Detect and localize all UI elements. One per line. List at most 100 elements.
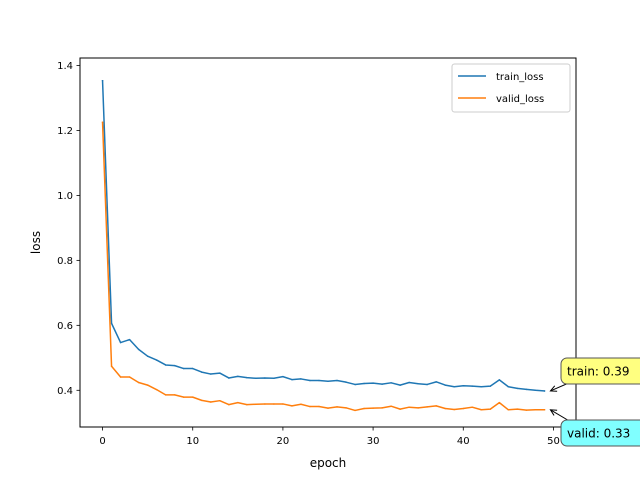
data-point-train_loss: [146, 355, 149, 357]
series-line-train_loss: [101, 79, 546, 392]
x-tick-label: 40: [457, 436, 470, 447]
data-point-valid_loss: [282, 403, 284, 405]
data-point-valid_loss: [146, 384, 149, 386]
data-point-valid_loss: [155, 388, 158, 391]
data-point-valid_loss: [291, 405, 293, 407]
data-point-valid_loss: [381, 407, 383, 409]
data-point-valid_loss: [173, 394, 176, 396]
data-point-train_loss: [489, 385, 492, 387]
data-point-train_loss: [336, 379, 338, 382]
data-point-valid_loss: [489, 408, 492, 410]
data-point-train_loss: [471, 385, 474, 387]
data-point-train_loss: [327, 380, 329, 382]
data-point-valid_loss: [164, 394, 167, 396]
data-point-valid_loss: [300, 403, 302, 406]
data-point-valid_loss: [246, 403, 248, 406]
y-tick-label: 0.8: [57, 256, 73, 267]
data-point-valid_loss: [444, 407, 446, 410]
data-point-train_loss: [498, 379, 501, 381]
data-point-valid_loss: [191, 396, 194, 398]
data-point-valid_loss: [273, 403, 275, 405]
data-point-valid_loss: [435, 405, 437, 407]
data-point-train_loss: [453, 385, 455, 388]
data-point-train_loss: [119, 341, 122, 344]
x-tick-label: 50: [547, 436, 560, 447]
data-point-valid_loss: [480, 409, 483, 411]
data-point-train_loss: [435, 381, 437, 383]
data-point-train_loss: [309, 379, 311, 382]
legend: train_loss valid_loss: [451, 63, 571, 113]
data-point-train_loss: [128, 338, 131, 341]
data-point-train_loss: [408, 381, 410, 384]
data-point-train_loss: [201, 371, 203, 373]
data-point-valid_loss: [309, 405, 311, 408]
data-point-valid_loss: [498, 401, 501, 404]
data-point-train_loss: [273, 377, 275, 380]
data-point-valid_loss: [462, 407, 465, 410]
annotation-box-valid_loss: [560, 419, 640, 447]
data-point-valid_loss: [228, 403, 230, 406]
annotation-arrowhead: [549, 385, 558, 392]
data-point-train_loss: [173, 364, 176, 367]
data-point-valid_loss: [363, 407, 365, 410]
annotation-box-train_loss: [560, 357, 640, 385]
data-point-valid_loss: [237, 401, 239, 404]
data-point-valid_loss: [119, 376, 122, 378]
data-point-train_loss: [417, 383, 419, 385]
data-point-valid_loss: [101, 121, 104, 124]
data-point-train_loss: [426, 383, 428, 386]
data-point-valid_loss: [201, 399, 203, 402]
data-point-train_loss: [525, 388, 528, 391]
y-tick-label: 1.0: [57, 191, 73, 202]
data-point-train_loss: [155, 359, 158, 361]
data-point-valid_loss: [354, 409, 356, 412]
data-point-train_loss: [137, 348, 140, 351]
data-point-train_loss: [228, 377, 230, 379]
data-point-valid_loss: [128, 376, 131, 378]
data-point-train_loss: [345, 381, 347, 383]
x-tick-label: 30: [367, 436, 380, 447]
data-point-train_loss: [444, 384, 446, 386]
data-point-valid_loss: [137, 381, 140, 384]
data-point-train_loss: [191, 367, 194, 370]
data-point-valid_loss: [110, 365, 113, 368]
data-point-train_loss: [390, 382, 392, 384]
y-tick-label: 0.6: [57, 321, 73, 332]
plot-frame: [79, 57, 577, 428]
data-point-train_loss: [363, 382, 365, 385]
data-point-train_loss: [246, 376, 248, 379]
data-point-train_loss: [182, 367, 185, 370]
data-point-train_loss: [101, 79, 104, 82]
data-point-valid_loss: [471, 406, 474, 408]
data-point-train_loss: [516, 387, 519, 390]
data-point-valid_loss: [219, 399, 221, 402]
data-point-train_loss: [354, 383, 356, 386]
data-point-train_loss: [291, 378, 293, 381]
data-point-train_loss: [543, 390, 546, 392]
x-tick-label: 0: [99, 436, 105, 447]
data-point-train_loss: [399, 384, 401, 386]
data-point-train_loss: [237, 375, 239, 378]
data-point-train_loss: [381, 383, 383, 385]
annotation-arrowhead: [549, 409, 558, 416]
x-tick-label: 20: [277, 436, 290, 447]
data-point-valid_loss: [372, 407, 374, 409]
data-point-train_loss: [219, 372, 221, 374]
data-point-valid_loss: [453, 408, 455, 411]
data-point-valid_loss: [507, 409, 510, 411]
annotation-text-valid_loss: valid: 0.33: [567, 427, 630, 441]
annotation-text-train_loss: train: 0.39: [567, 365, 630, 379]
data-point-valid_loss: [182, 396, 185, 398]
data-point-valid_loss: [417, 407, 419, 409]
y-tick-label: 0.4: [57, 386, 73, 397]
data-point-valid_loss: [399, 408, 401, 410]
data-point-train_loss: [372, 382, 374, 384]
data-point-valid_loss: [426, 406, 428, 408]
series-line-valid_loss: [101, 121, 546, 412]
data-point-train_loss: [507, 385, 510, 388]
data-point-train_loss: [282, 375, 284, 378]
data-point-train_loss: [264, 377, 266, 379]
data-point-train_loss: [110, 322, 113, 325]
data-point-train_loss: [318, 379, 320, 382]
data-point-valid_loss: [336, 406, 338, 408]
